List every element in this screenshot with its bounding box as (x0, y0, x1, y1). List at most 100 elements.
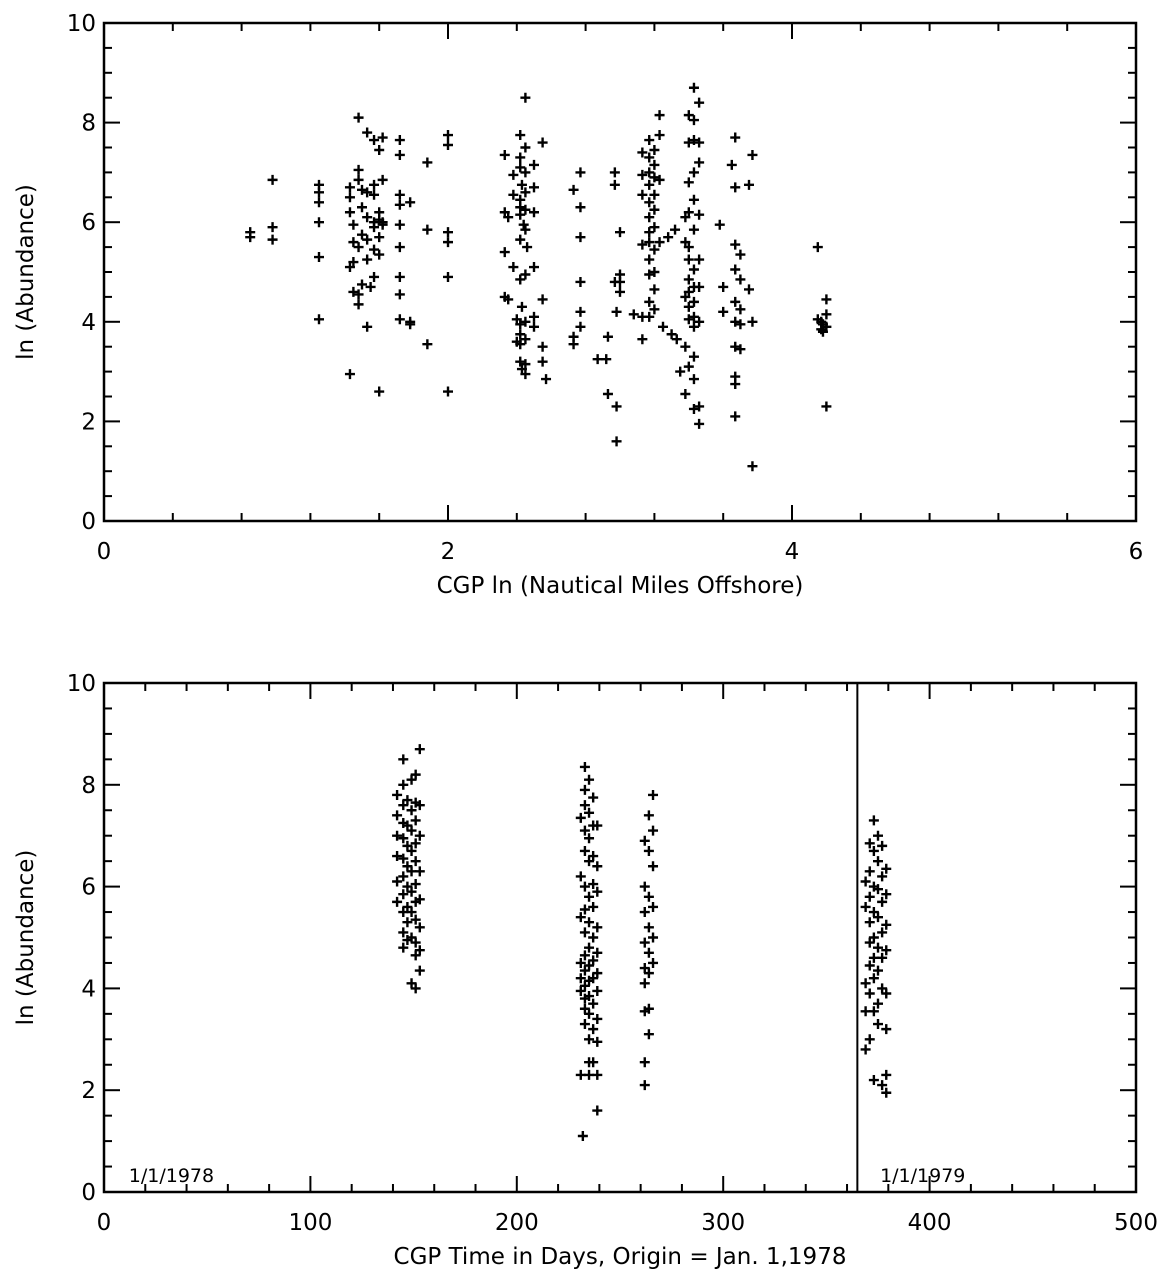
scatter-point (357, 229, 367, 240)
scatter-point (314, 252, 324, 263)
scatter-point (353, 242, 364, 253)
scatter-point (515, 209, 526, 220)
scatter-point (639, 907, 650, 918)
scatter-point (362, 127, 373, 138)
scatter-point (639, 1080, 650, 1091)
scatter-point (414, 800, 425, 811)
scatter-point (718, 281, 729, 292)
scatter-point (873, 998, 883, 1009)
scatter-point (575, 167, 586, 178)
scatter-point (747, 149, 758, 160)
scatter-point (522, 242, 533, 253)
scatter-point (515, 130, 526, 141)
y-tick-label: 2 (81, 1078, 96, 1104)
scatter-point (392, 851, 403, 862)
scatter-point (398, 853, 409, 864)
scatter-point (628, 309, 639, 320)
scatter-point (362, 321, 373, 332)
scatter-point (877, 871, 888, 882)
scatter-point (639, 1057, 650, 1068)
scatter-point (353, 289, 364, 300)
scatter-point (369, 271, 380, 282)
scatter-point (579, 927, 590, 938)
scatter-point (615, 227, 625, 238)
x-tick-label: 400 (908, 1210, 952, 1236)
scatter-point (575, 912, 586, 923)
scatter-point (637, 189, 648, 200)
scatter-point (398, 927, 409, 938)
scatter-point (821, 401, 832, 412)
scatter-point (864, 891, 875, 902)
scatter-point (568, 339, 579, 350)
scatter-point (654, 237, 665, 248)
scatter-point (688, 311, 699, 322)
scatter-point (694, 209, 705, 220)
scatter-point (592, 1069, 603, 1080)
scatter-point (873, 1019, 883, 1030)
scatter-point (406, 907, 417, 918)
scatter-point (353, 112, 364, 123)
scatter-point (529, 159, 539, 170)
scatter-point (714, 219, 725, 230)
scatter-point (392, 830, 403, 841)
scatter-point (881, 1069, 892, 1080)
scatter-point (609, 167, 620, 178)
scatter-point (643, 922, 654, 933)
scatter-point (730, 411, 741, 422)
scatter-point (730, 341, 741, 352)
scatter-point (648, 861, 659, 872)
scatter-point (683, 314, 694, 325)
scatter-point (568, 184, 579, 195)
scatter-point (868, 845, 879, 856)
scatter-point (398, 754, 409, 765)
scatter-point (643, 1003, 654, 1014)
scatter-point (392, 810, 403, 821)
scatter-point (644, 311, 655, 322)
y-tick-label: 0 (81, 1180, 96, 1206)
scatter-point (402, 917, 413, 928)
scatter-point (515, 152, 526, 163)
scatter-point (688, 321, 699, 332)
scatter-point (588, 901, 599, 912)
scatter-point (694, 401, 705, 412)
plot-frame (102, 681, 1138, 1194)
scatter-point (422, 157, 433, 168)
scatter-point (348, 237, 359, 248)
scatter-point (575, 276, 586, 287)
scatter-point (443, 227, 453, 238)
scatter-point (520, 187, 531, 198)
scatter-point (377, 174, 388, 185)
scatter-point (402, 795, 413, 806)
scatter-point (592, 985, 603, 996)
scatter-point (314, 314, 324, 325)
scatter-point (267, 174, 278, 185)
scatter-point (579, 845, 590, 856)
scatter-point (414, 744, 425, 755)
scatter-point (348, 219, 359, 230)
y-tick-label: 6 (81, 210, 96, 236)
scatter-point (394, 271, 405, 282)
scatter-point (579, 800, 590, 811)
scatter-point (588, 1024, 599, 1035)
scatter-point (537, 356, 548, 367)
scatter-point (369, 179, 380, 190)
scatter-point (377, 132, 388, 143)
scatter-point (860, 901, 871, 912)
scatter-point (520, 359, 531, 370)
scatter-point (394, 199, 405, 210)
scatter-point (406, 805, 417, 816)
scatter-point (730, 182, 741, 193)
scatter-point (877, 896, 888, 907)
scatter-point (374, 144, 385, 155)
scatter-point (680, 341, 691, 352)
scatter-point (643, 845, 654, 856)
scatter-point (730, 296, 741, 307)
y-tick-label: 8 (81, 111, 96, 137)
scatter-point (529, 207, 539, 218)
scatter-point (730, 264, 741, 275)
scatter-point (643, 947, 654, 958)
scatter-point (881, 919, 892, 930)
scatter-point (592, 1013, 603, 1024)
scatter-point (592, 354, 603, 365)
scatter-point (406, 932, 417, 943)
